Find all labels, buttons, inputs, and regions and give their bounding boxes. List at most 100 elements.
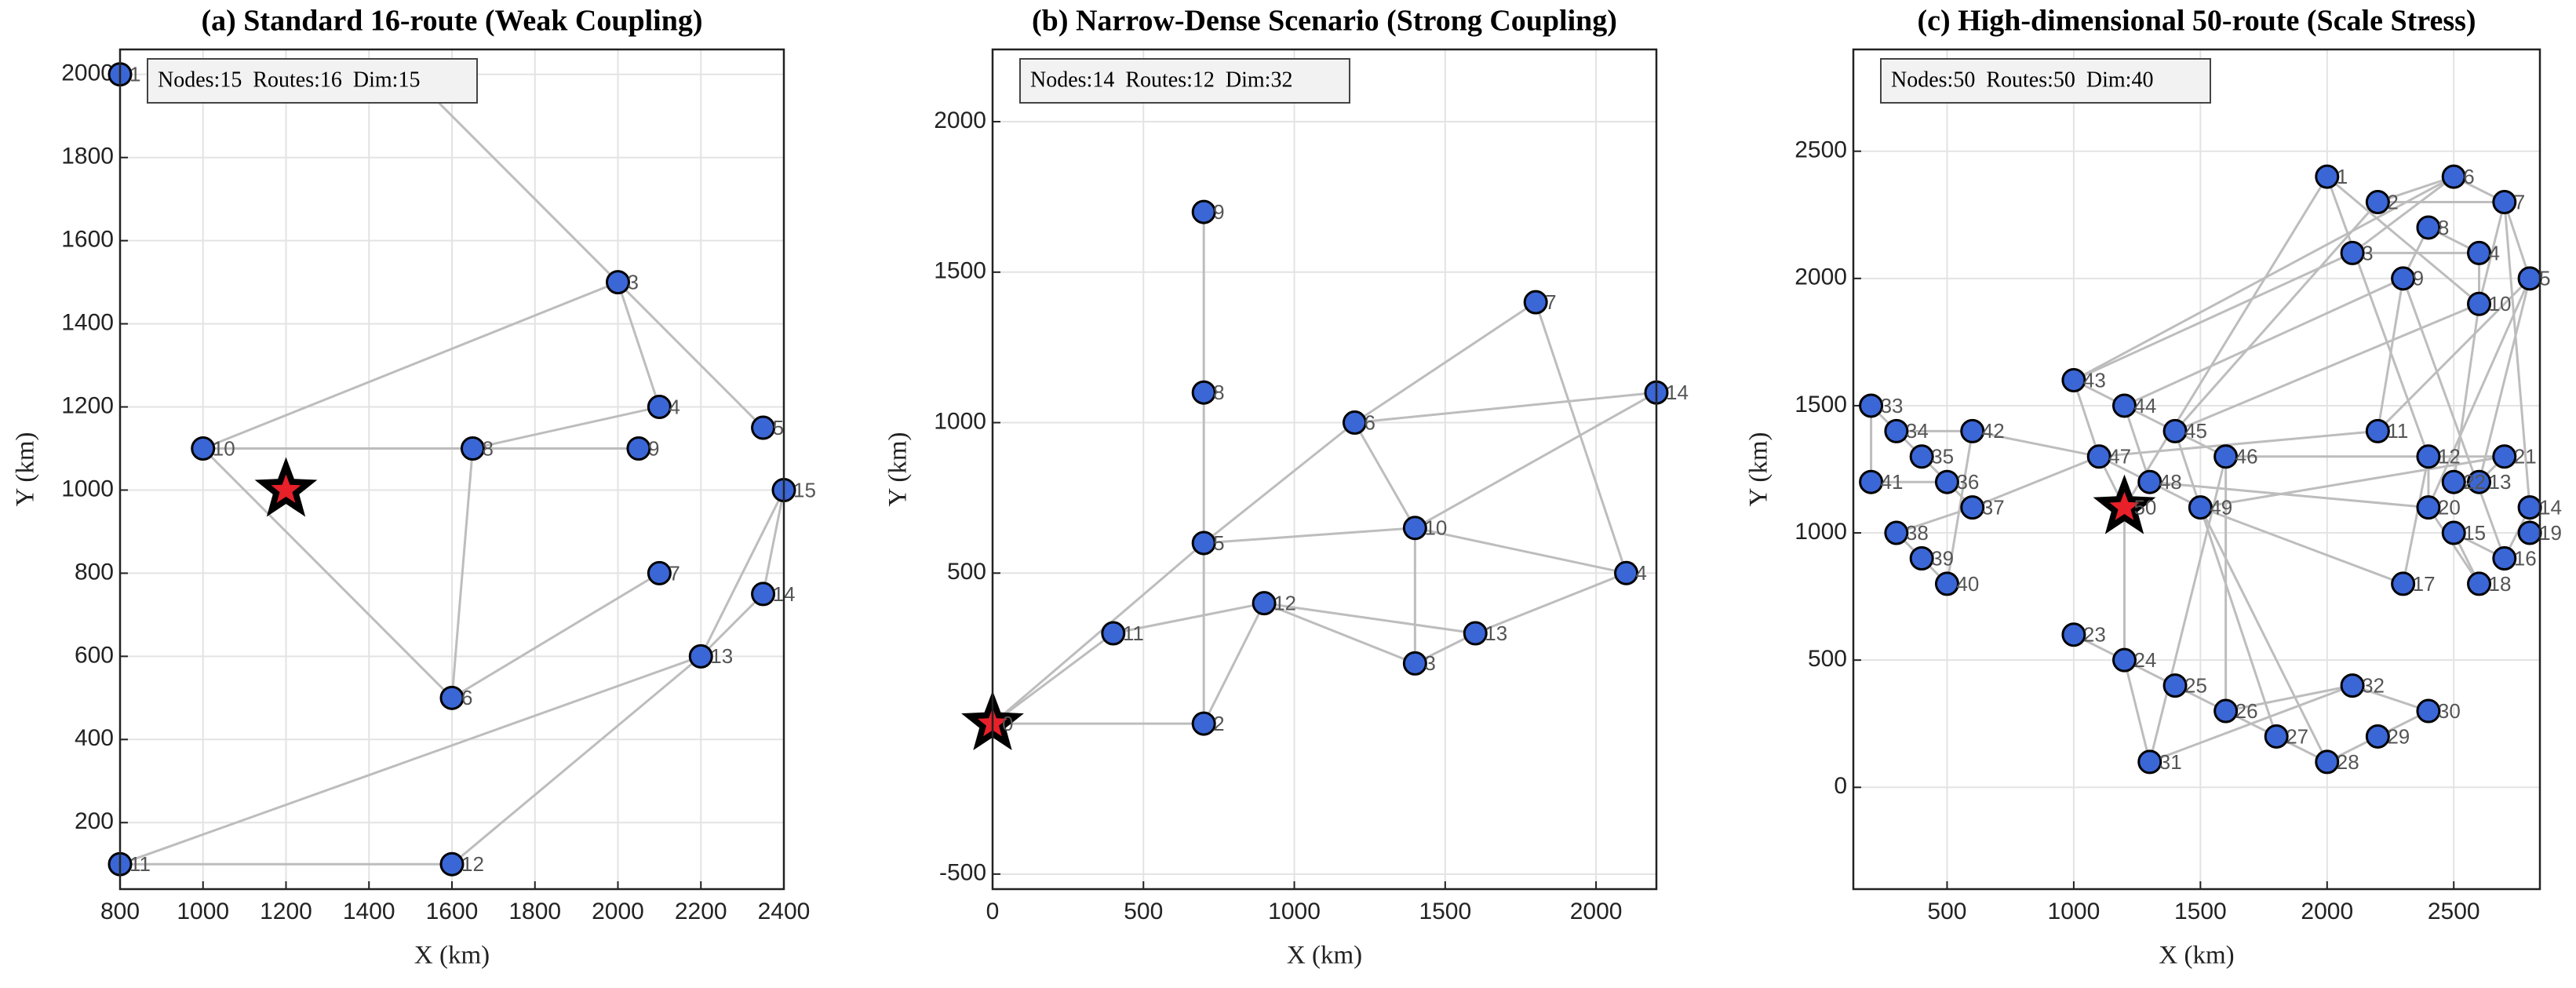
y-tick-label: -500	[939, 860, 986, 886]
node	[2315, 164, 2340, 189]
node-label: 39	[1931, 546, 1954, 570]
y-tick-label: 600	[75, 642, 114, 668]
edge	[1263, 602, 1416, 665]
edge	[2123, 405, 2152, 483]
node	[1523, 290, 1548, 315]
edge	[451, 572, 661, 699]
node-label: 2	[2387, 190, 2398, 213]
edge	[1534, 301, 1627, 574]
node	[1191, 711, 1216, 736]
node	[2441, 164, 2466, 189]
y-tick-label: 0	[1834, 773, 1847, 799]
node	[2365, 418, 2390, 443]
y-axis-label: Y (km)	[884, 432, 913, 506]
node-label: 10	[1424, 516, 1447, 540]
node-label: 27	[2286, 724, 2308, 748]
y-tick-label: 1000	[934, 408, 986, 434]
edge	[1263, 602, 1476, 635]
edge	[2123, 659, 2152, 763]
node-label: 8	[2438, 216, 2449, 239]
node	[2416, 215, 2441, 240]
node-label: 30	[2438, 699, 2461, 723]
node-label: 13	[710, 644, 733, 668]
edge	[2148, 456, 2228, 763]
edge	[2073, 252, 2353, 381]
node	[439, 851, 465, 877]
node	[439, 685, 465, 710]
node-label: 31	[2159, 750, 2182, 774]
annotation: Nodes:50 Routes:50 Dim:40	[1891, 67, 2153, 92]
node-label: 16	[2514, 546, 2537, 570]
node	[2517, 520, 2542, 545]
depot-star-inner	[271, 474, 301, 503]
node-label: 9	[648, 436, 659, 460]
edge	[1972, 455, 2100, 509]
edge	[119, 654, 701, 866]
edge	[2478, 202, 2506, 304]
edge	[1354, 391, 1657, 425]
node	[626, 436, 651, 461]
y-tick-label: 400	[75, 725, 114, 751]
edge	[451, 655, 702, 866]
edge	[617, 281, 764, 429]
y-tick-label: 1800	[61, 144, 114, 170]
node	[2365, 724, 2390, 749]
node	[2061, 368, 2086, 393]
node-label: 13	[1485, 622, 1507, 645]
edge	[2377, 277, 2531, 432]
y-tick-label: 500	[1808, 646, 1847, 672]
chart-title: (b) Narrow-Dense Scenario (Strong Coupli…	[1032, 5, 1617, 38]
node-label: 41	[1881, 470, 1904, 494]
node-label: 1	[129, 63, 140, 86]
y-tick-label: 2000	[934, 108, 986, 133]
node-label: 25	[2184, 673, 2207, 697]
edge	[2149, 480, 2429, 509]
node	[647, 395, 672, 420]
node-label: 43	[2083, 368, 2106, 392]
node	[1402, 516, 1427, 541]
edge	[1945, 431, 1974, 585]
y-tick-label: 200	[75, 808, 114, 834]
edge	[2503, 202, 2531, 279]
plot-area	[993, 49, 1656, 889]
node-label: 9	[1213, 200, 1224, 224]
edge	[2478, 278, 2531, 483]
x-tick-label: 1600	[426, 899, 479, 924]
node-label: 46	[2235, 445, 2258, 468]
y-axis-label: Y (km)	[12, 432, 40, 506]
edge	[700, 592, 764, 658]
node-label: 4	[2489, 241, 2500, 264]
x-tick-label: 500	[1927, 899, 1966, 924]
edge	[1414, 391, 1657, 530]
depot-star-inner	[2109, 491, 2140, 520]
node	[2467, 469, 2492, 494]
edge	[2402, 278, 2506, 559]
x-tick-label: 2000	[592, 899, 644, 924]
edge	[2123, 176, 2329, 509]
y-tick-label: 1400	[61, 310, 114, 336]
edge	[2326, 175, 2480, 305]
node	[1884, 418, 1909, 443]
node	[751, 581, 776, 607]
edge	[2200, 455, 2505, 509]
edge	[2123, 277, 2404, 407]
y-tick-label: 2000	[1794, 264, 1847, 290]
node	[1191, 199, 1216, 224]
node-label: 47	[2108, 445, 2131, 468]
node-label: 2	[1213, 712, 1224, 735]
node	[1934, 571, 1959, 596]
node	[2391, 571, 2416, 596]
x-tick-label: 2400	[758, 899, 811, 924]
edge	[472, 406, 660, 450]
y-tick-label: 1500	[934, 258, 986, 284]
edge	[2149, 684, 2353, 764]
node-label: 1	[2337, 165, 2348, 188]
node	[2365, 190, 2390, 215]
node	[1909, 545, 1934, 571]
node-label: 6	[1364, 410, 1375, 434]
annotation: Nodes:14 Routes:12 Dim:32	[1030, 67, 1292, 92]
node	[1859, 393, 1884, 418]
node-label: 14	[1666, 381, 1689, 404]
node	[2188, 495, 2213, 520]
edge	[1204, 527, 1416, 545]
